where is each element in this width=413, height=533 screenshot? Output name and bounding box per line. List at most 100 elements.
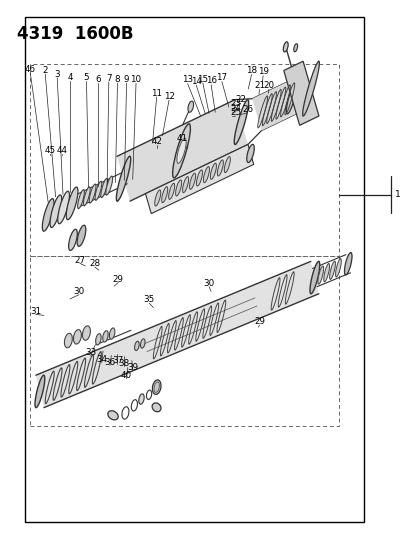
- Ellipse shape: [168, 183, 174, 199]
- Text: 3: 3: [54, 70, 60, 78]
- Ellipse shape: [42, 199, 54, 231]
- Text: 29: 29: [253, 317, 264, 326]
- Polygon shape: [145, 144, 253, 214]
- Text: 30: 30: [73, 287, 85, 296]
- Ellipse shape: [101, 179, 107, 198]
- Text: 33: 33: [85, 348, 96, 357]
- Ellipse shape: [73, 329, 81, 344]
- Ellipse shape: [50, 195, 62, 228]
- Ellipse shape: [182, 176, 188, 192]
- Text: 37: 37: [112, 356, 123, 365]
- Ellipse shape: [152, 403, 161, 412]
- Text: 1: 1: [394, 190, 399, 199]
- Ellipse shape: [175, 180, 181, 196]
- Text: 2: 2: [43, 66, 48, 75]
- Ellipse shape: [286, 82, 297, 114]
- Ellipse shape: [172, 124, 190, 178]
- Text: 8: 8: [114, 75, 120, 84]
- Text: 11: 11: [151, 88, 162, 98]
- Text: 41: 41: [176, 134, 187, 143]
- Text: 21: 21: [253, 81, 264, 90]
- Text: 25: 25: [230, 108, 241, 117]
- Ellipse shape: [140, 339, 145, 348]
- Text: 6: 6: [95, 75, 100, 84]
- Text: 24: 24: [230, 103, 241, 112]
- Ellipse shape: [152, 380, 161, 394]
- Ellipse shape: [138, 394, 144, 404]
- Text: 12: 12: [163, 92, 174, 101]
- Ellipse shape: [35, 375, 45, 408]
- Ellipse shape: [217, 160, 223, 176]
- Ellipse shape: [317, 266, 323, 284]
- Text: 35: 35: [143, 295, 154, 304]
- Ellipse shape: [189, 173, 195, 189]
- Ellipse shape: [134, 341, 139, 351]
- Ellipse shape: [302, 61, 319, 116]
- Ellipse shape: [77, 225, 85, 246]
- Text: 36: 36: [104, 358, 115, 367]
- Text: 45: 45: [45, 146, 56, 155]
- Ellipse shape: [69, 229, 77, 251]
- Text: 4: 4: [67, 73, 73, 82]
- Ellipse shape: [188, 101, 193, 112]
- Ellipse shape: [106, 176, 112, 195]
- Ellipse shape: [323, 263, 329, 282]
- Ellipse shape: [329, 261, 335, 279]
- Ellipse shape: [210, 163, 216, 179]
- Ellipse shape: [64, 333, 72, 348]
- Ellipse shape: [282, 42, 287, 52]
- Ellipse shape: [78, 190, 84, 208]
- Text: 7: 7: [106, 74, 112, 83]
- Ellipse shape: [234, 100, 248, 144]
- Text: 40: 40: [121, 371, 132, 380]
- Text: 5: 5: [83, 73, 89, 82]
- Polygon shape: [117, 100, 247, 201]
- Text: 44: 44: [56, 146, 67, 155]
- Text: 31: 31: [30, 306, 41, 316]
- Ellipse shape: [246, 144, 254, 163]
- Text: 17: 17: [216, 73, 227, 82]
- Text: 16: 16: [205, 76, 216, 85]
- Text: 34: 34: [96, 355, 107, 364]
- Text: 19: 19: [257, 68, 268, 76]
- Ellipse shape: [344, 253, 351, 275]
- Text: 39: 39: [127, 363, 138, 372]
- Ellipse shape: [66, 187, 78, 220]
- Ellipse shape: [293, 44, 297, 52]
- Ellipse shape: [176, 139, 186, 164]
- Text: 13: 13: [182, 75, 193, 84]
- Ellipse shape: [95, 181, 102, 200]
- Polygon shape: [283, 61, 318, 125]
- Ellipse shape: [309, 261, 319, 294]
- Text: 29: 29: [112, 274, 123, 284]
- Text: 18: 18: [245, 67, 256, 75]
- Ellipse shape: [116, 156, 131, 201]
- Text: 20: 20: [263, 81, 274, 90]
- Ellipse shape: [95, 334, 101, 345]
- Ellipse shape: [335, 259, 340, 277]
- Ellipse shape: [224, 157, 230, 173]
- Ellipse shape: [102, 330, 108, 342]
- Ellipse shape: [154, 190, 160, 206]
- Ellipse shape: [89, 184, 96, 203]
- Ellipse shape: [82, 326, 90, 340]
- Ellipse shape: [58, 191, 69, 224]
- Polygon shape: [252, 82, 296, 131]
- Ellipse shape: [203, 167, 209, 183]
- Text: 10: 10: [130, 75, 141, 84]
- Text: 23: 23: [230, 99, 241, 108]
- Ellipse shape: [107, 411, 118, 420]
- Ellipse shape: [196, 170, 202, 186]
- Text: 27: 27: [74, 256, 85, 264]
- Ellipse shape: [109, 328, 114, 339]
- Bar: [25, 17, 363, 522]
- Text: 26: 26: [241, 104, 252, 114]
- Text: 22: 22: [235, 95, 246, 104]
- Ellipse shape: [161, 187, 167, 203]
- Text: 9: 9: [123, 75, 129, 84]
- Text: 28: 28: [89, 260, 100, 268]
- Polygon shape: [36, 261, 318, 408]
- Text: 4319  1600B: 4319 1600B: [17, 25, 133, 43]
- Text: 30: 30: [203, 279, 214, 288]
- Text: 14: 14: [190, 77, 201, 86]
